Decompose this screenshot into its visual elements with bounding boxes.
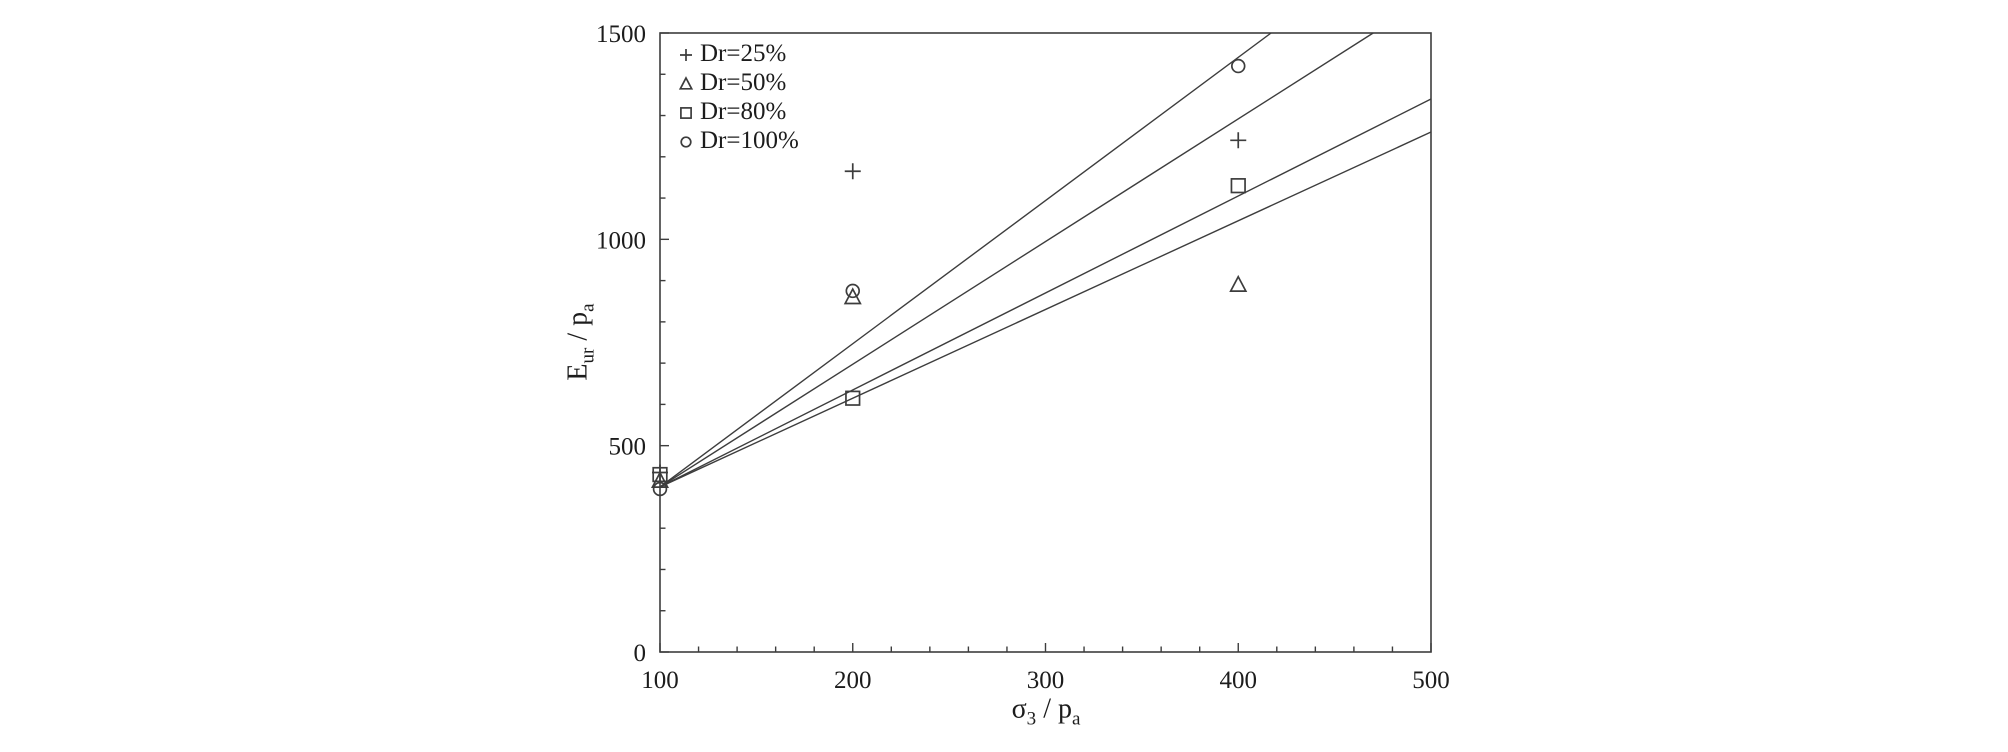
circle-marker-icon <box>1230 58 1246 74</box>
y-tick-label: 0 <box>634 640 647 667</box>
plus-marker-icon <box>1230 132 1247 149</box>
x-tick-label: 400 <box>1220 667 1258 694</box>
legend-item-dr50: Dr=50% <box>676 68 799 97</box>
y-axis-title: Eur / pa <box>562 303 599 381</box>
circle-marker-icon <box>680 135 692 148</box>
legend-item-dr25: Dr=25% <box>676 39 799 68</box>
series-Dr=100% <box>652 58 1246 497</box>
y-tick-labels: 0 500 1000 1500 <box>596 21 646 667</box>
legend-item-dr100: Dr=100% <box>676 126 799 155</box>
square-marker-icon <box>1230 178 1246 194</box>
fit-line-dr50 <box>659 131 1432 488</box>
x-tick-label: 100 <box>641 667 679 694</box>
legend-item-dr80: Dr=80% <box>676 97 799 126</box>
legend-label: Dr=25% <box>700 39 787 67</box>
square-marker-icon <box>680 106 692 119</box>
x-tick-label: 200 <box>834 667 872 694</box>
square-marker-icon <box>652 466 668 483</box>
axis-ticks <box>659 32 1432 653</box>
triangle-marker-icon <box>650 470 670 488</box>
triangle-marker-icon <box>678 75 694 90</box>
legend: Dr=25% Dr=50% Dr=80% Dr=100% <box>676 39 799 155</box>
x-axis-title: σ3 / pa <box>1011 693 1081 730</box>
fit-line-dr80 <box>659 98 1432 488</box>
x-tick-label: 500 <box>1412 667 1450 694</box>
x-tick-labels: 100 200 300 400 500 <box>641 667 1450 694</box>
fit-line-dr100 <box>659 32 1272 488</box>
fit-lines <box>659 32 1432 488</box>
y-tick-label: 1500 <box>596 21 646 48</box>
series-Dr=25% <box>652 132 1247 481</box>
fit-line-dr25 <box>659 32 1374 488</box>
plus-marker-icon <box>680 48 692 61</box>
series-Dr=80% <box>652 178 1246 483</box>
y-tick-label: 1000 <box>596 227 646 254</box>
circle-marker-icon <box>845 283 860 299</box>
y-tick-label: 500 <box>609 434 647 461</box>
x-tick-label: 300 <box>1027 667 1065 694</box>
triangle-marker-icon <box>843 287 862 305</box>
legend-label: Dr=80% <box>700 97 787 125</box>
legend-label: Dr=100% <box>700 126 799 154</box>
triangle-marker-icon <box>1229 274 1248 292</box>
square-marker-icon <box>680 106 692 119</box>
series-Dr=50% <box>650 274 1248 488</box>
triangle-marker-icon <box>678 75 694 90</box>
circle-marker-icon <box>652 481 668 497</box>
plus-marker-icon <box>844 163 861 180</box>
legend-label: Dr=50% <box>700 68 787 96</box>
circle-marker-icon <box>680 135 692 148</box>
plus-marker-icon <box>680 48 692 61</box>
square-marker-icon <box>845 390 861 406</box>
